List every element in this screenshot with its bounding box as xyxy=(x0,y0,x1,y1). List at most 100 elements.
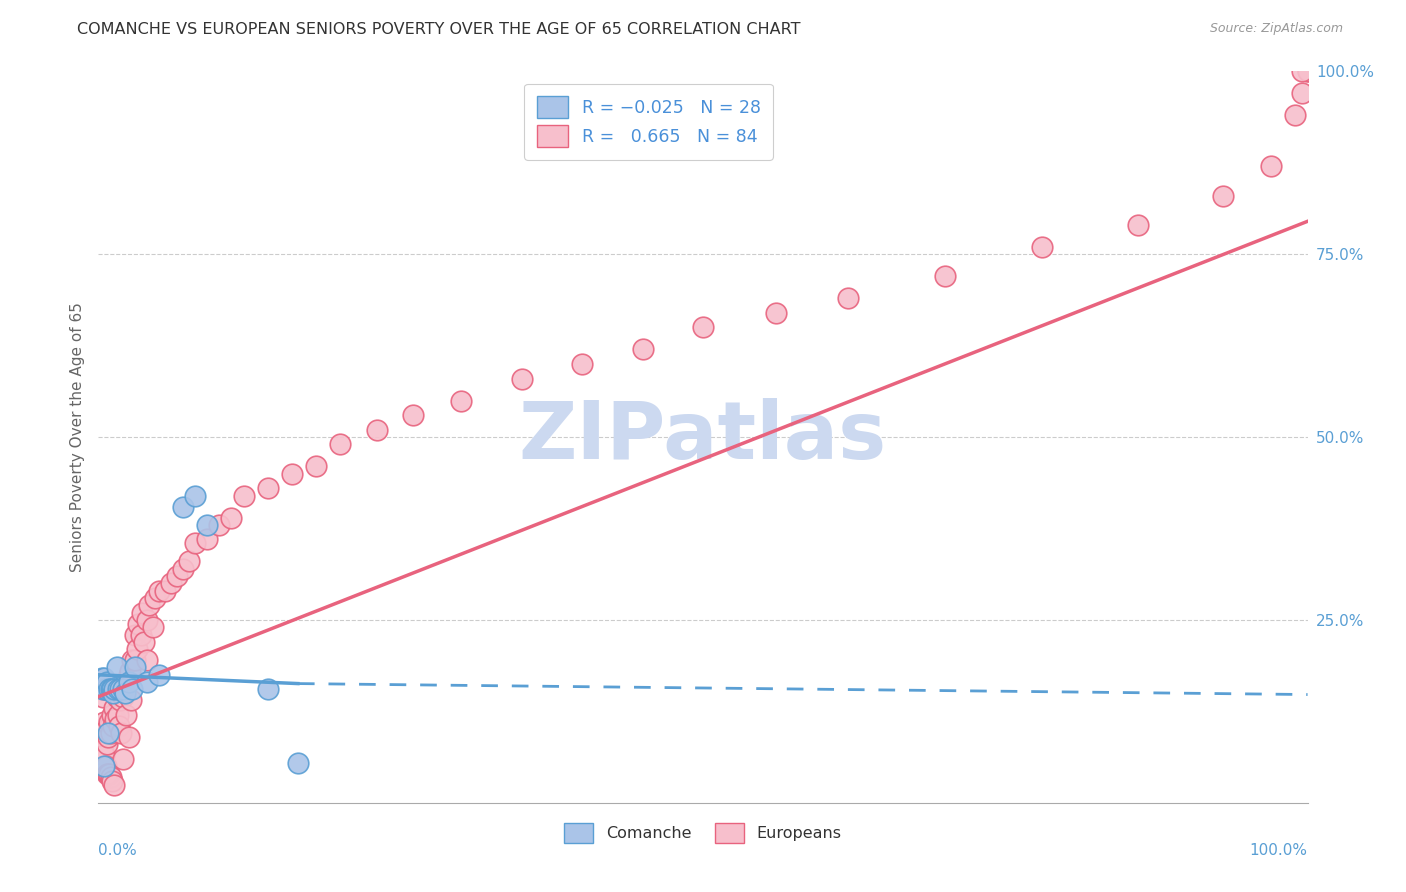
Legend: Comanche, Europeans: Comanche, Europeans xyxy=(558,816,848,850)
Point xyxy=(94,682,117,697)
Point xyxy=(179,554,201,568)
Point xyxy=(256,481,278,495)
Point xyxy=(100,726,122,740)
Point xyxy=(127,616,149,631)
Point xyxy=(143,591,166,605)
Point xyxy=(450,393,472,408)
Point xyxy=(1296,64,1319,78)
Point xyxy=(571,357,593,371)
Point xyxy=(107,708,129,723)
Point xyxy=(100,773,122,788)
Point xyxy=(131,606,153,620)
Point xyxy=(103,682,125,697)
Point xyxy=(148,583,170,598)
Point xyxy=(1291,64,1313,78)
Point xyxy=(111,752,134,766)
Point xyxy=(94,682,117,697)
Point xyxy=(93,748,115,763)
Point xyxy=(1260,160,1282,174)
Point xyxy=(329,437,352,451)
Point xyxy=(305,459,328,474)
Point xyxy=(108,719,131,733)
Point xyxy=(118,664,141,678)
Point xyxy=(100,682,122,697)
Point xyxy=(256,682,278,697)
Point xyxy=(134,635,156,649)
Point xyxy=(115,708,138,723)
Point xyxy=(631,343,654,357)
Point xyxy=(195,517,218,532)
Point xyxy=(142,620,165,634)
Text: 0.0%: 0.0% xyxy=(98,843,138,858)
Point xyxy=(100,770,122,784)
Point xyxy=(98,682,121,697)
Point xyxy=(208,517,231,532)
Point xyxy=(1031,240,1053,254)
Point xyxy=(510,371,533,385)
Point xyxy=(96,766,118,780)
Point xyxy=(98,715,121,730)
Point xyxy=(100,708,122,723)
Point xyxy=(765,306,787,320)
Point xyxy=(103,700,125,714)
Point xyxy=(114,686,136,700)
Point xyxy=(118,675,141,690)
Point xyxy=(184,489,207,503)
Point xyxy=(105,690,128,704)
Point xyxy=(91,682,114,697)
Point xyxy=(1291,87,1313,101)
Point xyxy=(93,682,115,697)
Point xyxy=(91,745,114,759)
Point xyxy=(93,672,115,686)
Point xyxy=(692,320,714,334)
Point xyxy=(100,682,122,697)
Point xyxy=(221,510,243,524)
Point xyxy=(287,756,309,770)
Point xyxy=(111,690,134,704)
Point xyxy=(135,653,157,667)
Point xyxy=(118,730,141,744)
Point xyxy=(103,778,125,792)
Point xyxy=(232,489,254,503)
Point xyxy=(129,627,152,641)
Point xyxy=(837,291,859,305)
Point xyxy=(195,533,218,547)
Point xyxy=(91,690,114,704)
Text: ZIPatlas: ZIPatlas xyxy=(519,398,887,476)
Point xyxy=(105,660,128,674)
Point xyxy=(281,467,304,481)
Point xyxy=(172,500,194,514)
Point xyxy=(108,693,131,707)
Point xyxy=(94,682,117,697)
Point xyxy=(97,766,120,780)
Point xyxy=(153,583,176,598)
Point xyxy=(127,642,149,657)
Point xyxy=(1212,188,1234,202)
Point xyxy=(138,599,160,613)
Point xyxy=(101,686,124,700)
Point xyxy=(101,719,124,733)
Point xyxy=(135,613,157,627)
Point xyxy=(124,627,146,641)
Point xyxy=(124,660,146,674)
Point xyxy=(160,576,183,591)
Point xyxy=(148,667,170,681)
Point xyxy=(114,686,136,700)
Point xyxy=(110,726,132,740)
Point xyxy=(93,715,115,730)
Text: Source: ZipAtlas.com: Source: ZipAtlas.com xyxy=(1209,22,1343,36)
Point xyxy=(118,667,141,681)
Point xyxy=(184,536,207,550)
Point xyxy=(1128,218,1150,232)
Point xyxy=(934,269,956,284)
Point xyxy=(402,408,425,422)
Point xyxy=(1296,64,1319,78)
Point xyxy=(124,653,146,667)
Point xyxy=(91,682,114,697)
Text: 100.0%: 100.0% xyxy=(1250,843,1308,858)
Point xyxy=(97,730,120,744)
Point xyxy=(98,766,121,780)
Point xyxy=(97,726,120,740)
Point xyxy=(121,653,143,667)
Point xyxy=(94,759,117,773)
